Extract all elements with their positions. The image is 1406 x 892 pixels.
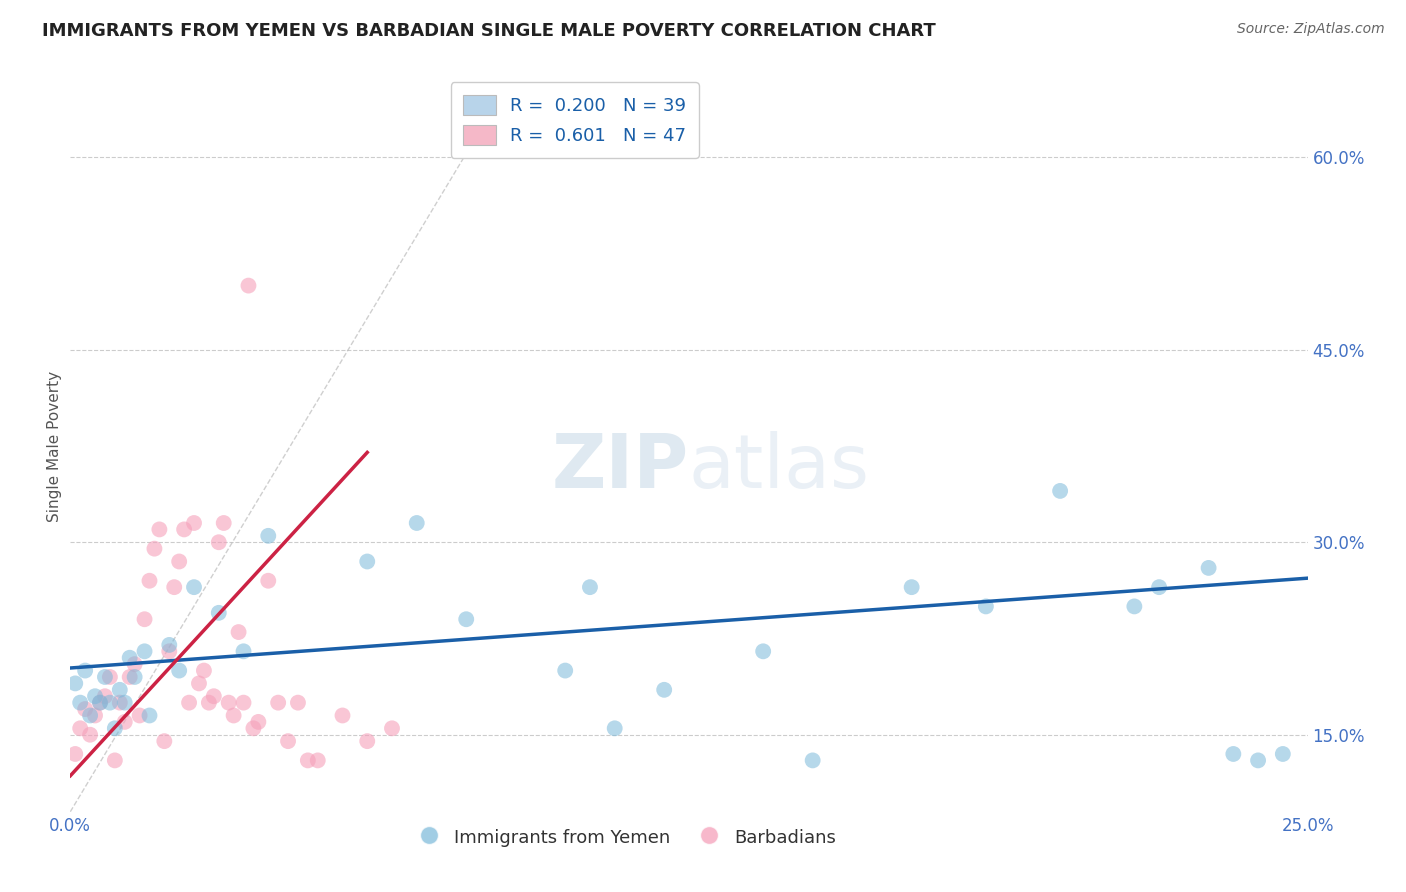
Point (134, 612, 156, 626)
Point (124, 657, 146, 672)
Point (84, 708, 107, 723)
Point (89, 696, 111, 710)
Point (232, 644, 254, 658)
Point (267, 696, 290, 710)
Point (456, 612, 478, 626)
Y-axis label: Single Male Poverty: Single Male Poverty (46, 370, 62, 522)
Point (1049, 483, 1071, 498)
Point (222, 708, 245, 723)
Point (75, 702, 97, 716)
Text: Source: ZipAtlas.com: Source: ZipAtlas.com (1237, 22, 1385, 37)
Point (98, 670, 121, 684)
Point (157, 644, 180, 658)
Point (157, 638, 180, 652)
Point (652, 682, 675, 697)
Point (173, 523, 195, 537)
Point (381, 721, 404, 735)
Point (242, 721, 264, 735)
Point (108, 682, 131, 697)
Point (108, 696, 131, 710)
Point (218, 696, 240, 710)
Point (69, 696, 91, 710)
Point (1123, 599, 1146, 614)
Point (332, 708, 354, 723)
Point (277, 734, 299, 748)
Point (124, 670, 146, 684)
Point (1222, 747, 1244, 761)
Point (247, 714, 270, 729)
Point (1147, 580, 1170, 594)
Point (114, 696, 136, 710)
Point (94, 690, 117, 704)
Point (69, 721, 91, 735)
Point (134, 644, 156, 658)
Point (1271, 747, 1294, 761)
Point (297, 753, 319, 767)
Point (89, 696, 111, 710)
Point (75, 664, 97, 678)
Point (167, 664, 190, 678)
Point (554, 664, 576, 678)
Point (228, 625, 250, 640)
Point (212, 516, 235, 530)
Point (177, 696, 200, 710)
Point (148, 523, 170, 537)
Point (1247, 753, 1270, 767)
Point (287, 696, 309, 710)
Point (183, 580, 205, 594)
Point (238, 278, 260, 293)
Legend: Immigrants from Yemen, Barbadians: Immigrants from Yemen, Barbadians (411, 820, 844, 854)
Point (801, 753, 824, 767)
Point (118, 670, 141, 684)
Point (307, 753, 329, 767)
Point (79, 708, 101, 723)
Point (405, 516, 427, 530)
Point (900, 580, 922, 594)
Point (143, 541, 166, 556)
Point (579, 580, 602, 594)
Point (752, 644, 775, 658)
Point (198, 696, 221, 710)
Point (118, 650, 141, 665)
Point (356, 734, 378, 748)
Point (104, 753, 127, 767)
Point (202, 690, 225, 704)
Text: IMMIGRANTS FROM YEMEN VS BARBADIAN SINGLE MALE POVERTY CORRELATION CHART: IMMIGRANTS FROM YEMEN VS BARBADIAN SINGL… (42, 22, 936, 40)
Point (356, 554, 378, 568)
Point (974, 599, 997, 614)
Point (128, 708, 150, 723)
Point (603, 721, 626, 735)
Text: atlas: atlas (689, 432, 870, 505)
Point (188, 676, 211, 690)
Point (163, 580, 186, 594)
Point (257, 574, 280, 588)
Point (114, 714, 136, 729)
Point (153, 734, 176, 748)
Point (232, 696, 254, 710)
Point (208, 606, 231, 620)
Point (167, 554, 190, 568)
Point (94, 670, 117, 684)
Point (79, 728, 101, 742)
Point (138, 708, 160, 723)
Point (138, 574, 160, 588)
Point (1198, 561, 1220, 575)
Point (65, 747, 87, 761)
Point (193, 664, 215, 678)
Point (208, 535, 231, 549)
Point (65, 676, 87, 690)
Point (183, 516, 205, 530)
Text: ZIP: ZIP (551, 432, 689, 505)
Point (84, 690, 107, 704)
Point (257, 529, 280, 543)
Point (104, 721, 127, 735)
Point (98, 696, 121, 710)
